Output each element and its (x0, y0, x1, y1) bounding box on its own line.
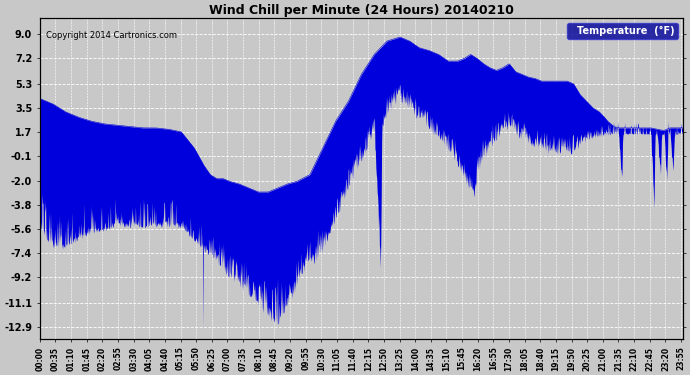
Title: Wind Chill per Minute (24 Hours) 20140210: Wind Chill per Minute (24 Hours) 2014021… (209, 4, 514, 17)
Text: Copyright 2014 Cartronics.com: Copyright 2014 Cartronics.com (46, 31, 177, 40)
Legend: Temperature  (°F): Temperature (°F) (566, 23, 678, 39)
